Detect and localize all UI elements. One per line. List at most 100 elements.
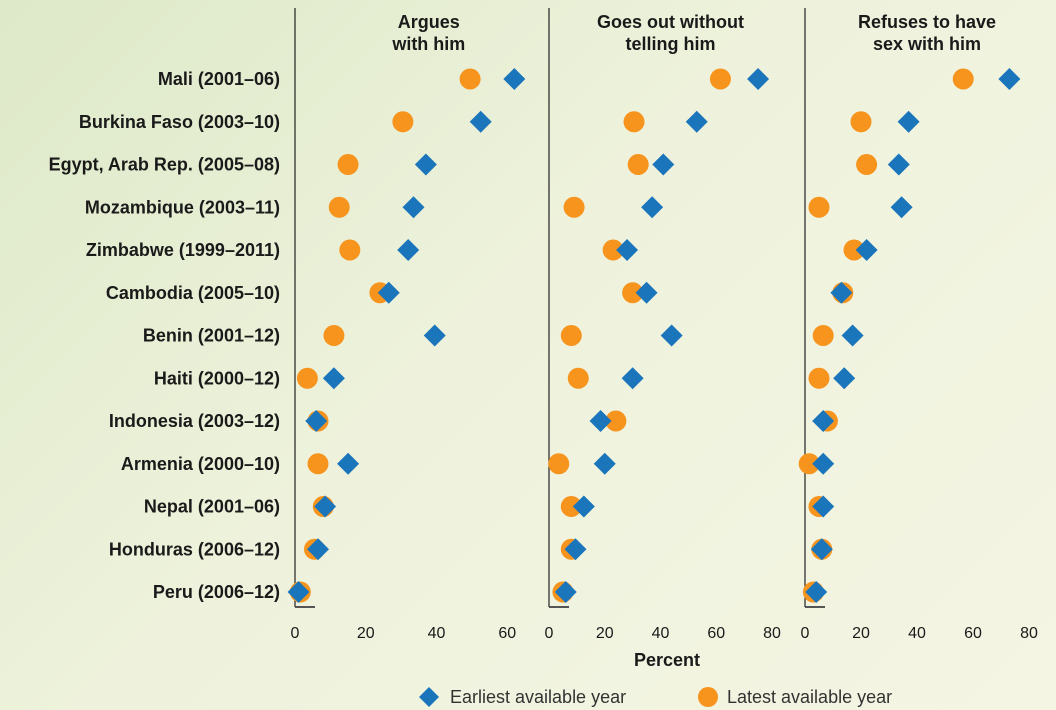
- earliest-point: [841, 324, 864, 347]
- earliest-point: [314, 495, 337, 518]
- x-tick-label: 60: [707, 625, 725, 642]
- legend-label-earliest: Earliest available year: [450, 687, 626, 707]
- earliest-point: [998, 68, 1021, 90]
- latest-point: [856, 154, 878, 175]
- x-tick-label: 40: [908, 625, 926, 642]
- x-tick-label: 0: [801, 625, 810, 642]
- earliest-point: [747, 68, 770, 90]
- x-tick-label: 40: [428, 625, 446, 642]
- latest-point: [307, 453, 329, 475]
- country-label: Indonesia (2003–12): [109, 411, 280, 431]
- earliest-point: [812, 452, 835, 475]
- earliest-point: [402, 196, 425, 219]
- latest-point: [627, 154, 649, 175]
- latest-point: [339, 239, 361, 261]
- x-tick-label: 40: [652, 625, 670, 642]
- earliest-point: [641, 196, 664, 219]
- latest-point: [602, 239, 624, 261]
- latest-point: [296, 367, 318, 389]
- earliest-point: [414, 153, 437, 176]
- earliest-point: [397, 239, 420, 261]
- earliest-point: [305, 410, 328, 432]
- x-tick-label: 80: [763, 625, 781, 642]
- legend-diamond-icon: [419, 687, 439, 707]
- earliest-point: [572, 495, 595, 518]
- panel-title: Refuses to have: [858, 12, 996, 32]
- country-label: Mali (2001–06): [158, 69, 280, 89]
- latest-point: [709, 68, 731, 90]
- latest-point: [605, 410, 627, 432]
- x-tick-label: 20: [852, 625, 870, 642]
- latest-point: [798, 453, 820, 475]
- country-label: Armenia (2000–10): [121, 454, 280, 474]
- latest-point: [392, 111, 414, 133]
- country-label: Nepal (2001–06): [144, 497, 280, 517]
- latest-point: [328, 196, 350, 218]
- latest-point: [850, 111, 872, 133]
- earliest-point: [833, 367, 856, 390]
- earliest-point: [306, 538, 329, 561]
- earliest-point: [423, 324, 446, 347]
- earliest-point: [635, 281, 658, 304]
- earliest-point: [589, 410, 612, 432]
- earliest-point: [660, 324, 683, 347]
- earliest-point: [812, 410, 835, 432]
- earliest-point: [805, 581, 828, 603]
- panel-title: sex with him: [873, 34, 981, 54]
- latest-point: [623, 111, 645, 133]
- legend: Earliest available year Latest available …: [419, 687, 892, 707]
- country-labels: Mali (2001–06) Burkina Faso (2003–10) Egyp…: [49, 69, 280, 602]
- earliest-point: [469, 110, 492, 133]
- latest-point: [952, 68, 974, 90]
- earliest-point: [890, 196, 913, 219]
- latest-point: [560, 496, 582, 517]
- earliest-point: [593, 452, 616, 475]
- latest-point: [843, 239, 865, 261]
- x-tick-label: 0: [291, 625, 300, 642]
- x-axis-label: Percent: [634, 650, 700, 670]
- earliest-point: [810, 538, 833, 561]
- country-label: Honduras (2006–12): [109, 539, 280, 559]
- latest-point: [808, 367, 830, 389]
- earliest-point: [685, 110, 708, 133]
- latest-point: [622, 282, 644, 304]
- latest-point: [563, 196, 585, 218]
- country-label: Burkina Faso (2003–10): [79, 112, 280, 132]
- latest-point: [812, 325, 834, 346]
- earliest-point: [897, 110, 920, 133]
- earliest-point: [322, 367, 345, 390]
- x-tick-label: 20: [596, 625, 614, 642]
- latest-point: [567, 367, 589, 389]
- panel-title: Goes out without: [597, 12, 744, 32]
- earliest-point: [812, 495, 835, 518]
- country-label: Zimbabwe (1999–2011): [86, 240, 280, 260]
- country-label: Egypt, Arab Rep. (2005–08): [49, 155, 280, 175]
- legend-label-latest: Latest available year: [727, 687, 892, 707]
- earliest-point: [621, 367, 644, 390]
- earliest-point: [855, 239, 878, 261]
- x-tick-label: 60: [964, 625, 982, 642]
- panel-title: telling him: [626, 34, 716, 54]
- country-label: Peru (2006–12): [153, 582, 280, 602]
- country-label: Mozambique (2003–11): [85, 197, 280, 217]
- latest-point: [548, 453, 570, 475]
- earliest-point: [564, 538, 587, 561]
- earliest-point: [377, 281, 400, 304]
- country-label: Cambodia (2005–10): [106, 283, 280, 303]
- legend-circle-icon: [698, 687, 718, 707]
- x-tick-label: 20: [357, 625, 375, 642]
- panel-title: Argues: [398, 12, 460, 32]
- country-label: Haiti (2000–12): [154, 368, 280, 388]
- x-tick-label: 60: [498, 625, 516, 642]
- earliest-point: [652, 153, 675, 176]
- latest-point: [323, 325, 345, 346]
- latest-point: [459, 68, 481, 90]
- x-tick-label: 0: [545, 625, 554, 642]
- earliest-point: [887, 153, 910, 176]
- latest-point: [560, 325, 582, 346]
